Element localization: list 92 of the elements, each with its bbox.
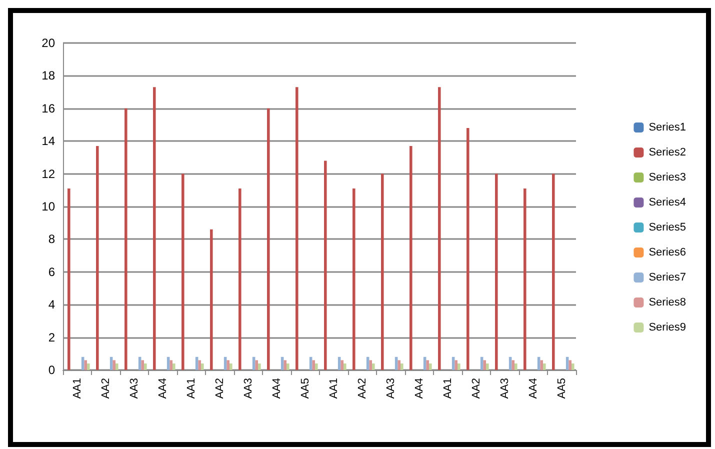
y-tick-label: 18 bbox=[42, 68, 56, 83]
x-tick-label: AA2 bbox=[214, 378, 226, 399]
x-tick-label: AA5 bbox=[556, 378, 568, 399]
y-tick-label: 4 bbox=[48, 298, 56, 312]
bar bbox=[96, 146, 99, 370]
bar bbox=[201, 363, 204, 370]
x-tick-label: AA1 bbox=[71, 378, 84, 399]
bar bbox=[238, 188, 242, 370]
x-tick-label: AA4 bbox=[156, 378, 169, 399]
bar bbox=[198, 360, 202, 370]
x-tick-label: AA4 bbox=[413, 378, 426, 399]
legend-label: Series7 bbox=[648, 272, 686, 284]
bar bbox=[181, 174, 184, 370]
x-tick-label: AA3 bbox=[128, 378, 140, 399]
bar bbox=[426, 360, 430, 370]
y-tick-label: 10 bbox=[42, 200, 56, 214]
bar bbox=[284, 360, 287, 370]
y-tick-label: 8 bbox=[48, 232, 56, 246]
bar bbox=[87, 363, 90, 370]
bar bbox=[409, 146, 412, 370]
bar bbox=[568, 360, 572, 370]
legend-label: Series1 bbox=[648, 122, 686, 134]
bar bbox=[483, 360, 486, 370]
bar bbox=[116, 363, 118, 370]
bar bbox=[112, 360, 116, 370]
x-tick-label: AA4 bbox=[527, 378, 540, 399]
bar bbox=[226, 360, 230, 370]
bar bbox=[295, 87, 298, 370]
legend-label: Series9 bbox=[648, 322, 686, 334]
bar bbox=[230, 363, 232, 370]
bar bbox=[344, 363, 346, 370]
bar bbox=[454, 360, 458, 370]
bar bbox=[266, 108, 270, 370]
bar bbox=[540, 360, 544, 370]
legend-label: Series8 bbox=[648, 296, 686, 308]
bar bbox=[340, 360, 344, 370]
bar bbox=[258, 363, 261, 370]
y-tick-label: 20 bbox=[42, 36, 56, 50]
legend-label: Series6 bbox=[648, 246, 686, 258]
bar bbox=[438, 87, 441, 370]
bar bbox=[380, 174, 384, 370]
y-tick-label: 2 bbox=[48, 330, 56, 344]
x-tick-label: AA2 bbox=[356, 378, 368, 399]
bar bbox=[352, 188, 356, 370]
legend-label: Series3 bbox=[648, 172, 686, 184]
bar bbox=[552, 174, 555, 370]
x-tick-label: AA5 bbox=[299, 378, 312, 399]
legend-label: Series4 bbox=[648, 196, 686, 208]
legend-label: Series2 bbox=[648, 146, 686, 158]
bar bbox=[170, 360, 173, 370]
x-tick-label: AA3 bbox=[242, 378, 254, 399]
y-tick-label: 12 bbox=[42, 166, 56, 181]
x-tick-label: AA1 bbox=[328, 378, 340, 399]
x-tick-label: AA3 bbox=[498, 378, 511, 399]
bar bbox=[124, 108, 128, 370]
bar bbox=[400, 363, 404, 370]
bar bbox=[286, 363, 290, 370]
bar bbox=[324, 160, 327, 370]
y-tick-label: 0 bbox=[48, 363, 56, 377]
bar bbox=[514, 363, 518, 370]
bar bbox=[429, 363, 432, 370]
bar bbox=[572, 363, 574, 370]
bar bbox=[523, 188, 526, 370]
bar bbox=[152, 87, 156, 370]
x-tick-label: AA4 bbox=[270, 378, 283, 399]
bar bbox=[512, 360, 515, 370]
bar bbox=[458, 363, 460, 370]
bar bbox=[84, 360, 88, 370]
bar bbox=[466, 128, 470, 370]
bar bbox=[255, 360, 258, 370]
x-tick-label: AA1 bbox=[442, 378, 454, 399]
bar bbox=[372, 363, 375, 370]
bar bbox=[172, 363, 176, 370]
bar bbox=[543, 363, 546, 370]
x-tick-label: AA3 bbox=[384, 378, 397, 399]
bar bbox=[494, 174, 498, 370]
x-tick-label: AA2 bbox=[100, 378, 112, 399]
bar bbox=[315, 363, 318, 370]
bar bbox=[67, 188, 70, 370]
bar bbox=[144, 363, 147, 370]
y-tick-label: 14 bbox=[42, 134, 56, 148]
bar bbox=[398, 360, 401, 370]
bar bbox=[369, 360, 372, 370]
x-tick-label: AA1 bbox=[185, 378, 198, 399]
y-tick-label: 6 bbox=[48, 264, 56, 279]
bar bbox=[312, 360, 316, 370]
x-tick-label: AA2 bbox=[470, 378, 482, 399]
legend-label: Series5 bbox=[648, 222, 686, 234]
y-tick-label: 16 bbox=[42, 101, 56, 116]
bar bbox=[486, 363, 489, 370]
bar bbox=[210, 229, 213, 370]
bar bbox=[141, 360, 144, 370]
